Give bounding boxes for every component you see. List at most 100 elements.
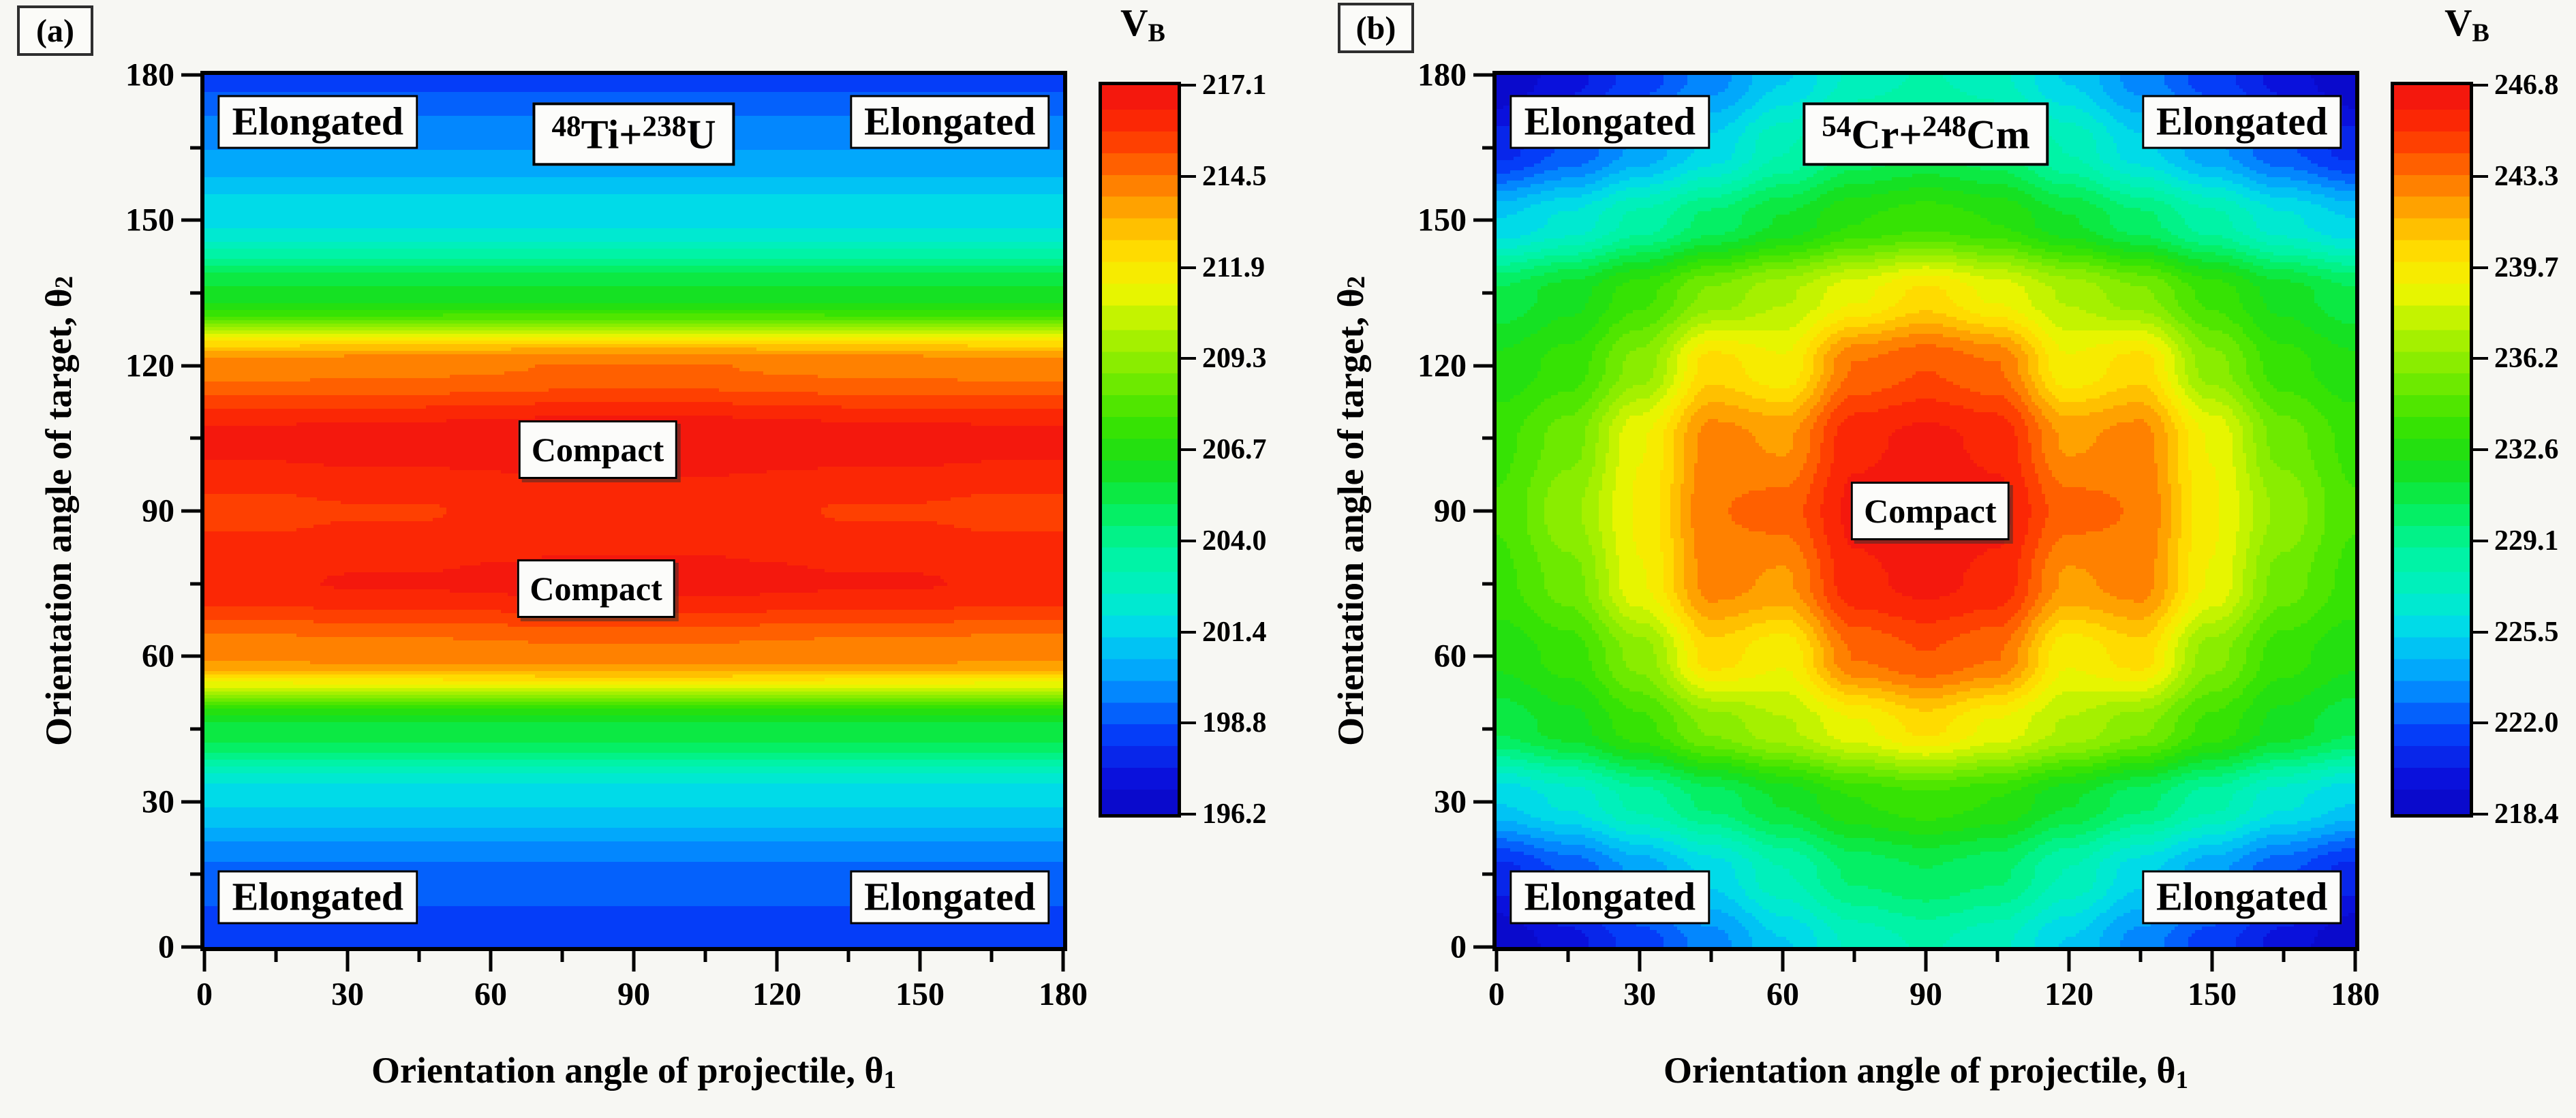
colorbar-tick-label: 225.5	[2494, 616, 2559, 648]
colorbar-ticks-a	[1181, 84, 1197, 816]
y-tick	[1473, 218, 1492, 222]
annotation-elongated: Elongated	[849, 95, 1050, 149]
colorbar-tick-label: 243.3	[2494, 160, 2559, 192]
y-tick-label: 150	[1417, 202, 1467, 238]
colorbar-gradient-b	[2394, 85, 2470, 814]
annotation-layer-b: Elongated Elongated Elongated Elongated Comp…	[1497, 75, 2355, 947]
x-tick	[990, 951, 994, 962]
y-tick	[1482, 872, 1492, 876]
colorbar-tick	[1181, 448, 1196, 451]
y-tick-label: 60	[142, 638, 174, 674]
y-tick-label: 30	[1434, 783, 1467, 820]
heatmap-a	[204, 75, 1063, 947]
y-tick	[1482, 291, 1492, 295]
y-tick	[190, 582, 200, 586]
colorbar-tick	[1181, 174, 1196, 178]
colorbar-ticks-b	[2473, 84, 2489, 816]
x-tick-label: 60	[1766, 976, 1799, 1012]
annotation-compact: Compact	[1851, 482, 2010, 540]
x-tick-label: 90	[1910, 976, 1942, 1012]
x-tick	[417, 951, 421, 962]
annotation-elongated: Elongated	[1509, 870, 1710, 925]
y-tick	[190, 291, 200, 295]
x-tick-labels-b: 0 30 60 90 120 150 180	[1488, 976, 2380, 1016]
colorbar-b	[2391, 82, 2473, 818]
x-axis-title-a: Orientation angle of projectile, θ1	[204, 1049, 1063, 1094]
colorbar-tick-label: 222.0	[2494, 707, 2559, 739]
annotation-elongated: Elongated	[217, 870, 418, 925]
colorbar-tick	[2473, 448, 2488, 451]
x-tick	[274, 951, 278, 962]
annotation-layer-a: Elongated Elongated Elongated Elongated Comp…	[204, 75, 1063, 947]
x-tick	[1852, 951, 1856, 962]
x-tick	[2067, 951, 2071, 972]
x-axis-title-b: Orientation angle of projectile, θ1	[1497, 1049, 2355, 1094]
y-tick-label: 60	[1434, 638, 1467, 674]
colorbar-tick	[1181, 84, 1196, 87]
annotation-compact: Compact	[517, 559, 675, 618]
x-axis-title-text-a: Orientation angle of projectile, θ	[371, 1050, 884, 1091]
y-tick	[181, 509, 200, 513]
colorbar-tick	[2473, 174, 2488, 178]
x-tick	[1061, 951, 1065, 972]
y-tick	[190, 436, 200, 440]
y-tick-label: 0	[158, 929, 174, 965]
colorbar-tick	[1181, 813, 1196, 816]
x-tick	[346, 951, 350, 972]
panel-label-a: (a)	[17, 5, 93, 56]
y-tick	[181, 73, 200, 77]
colorbar-title-b: VB	[2416, 1, 2518, 48]
plot-area-a: Elongated Elongated Elongated Elongated Comp…	[200, 71, 1067, 951]
y-tick	[190, 727, 200, 731]
y-tick-label: 150	[125, 202, 174, 238]
annotation-elongated: Elongated	[1509, 95, 1710, 149]
mass-number: 238	[642, 110, 687, 143]
colorbar-tick	[2473, 813, 2488, 816]
colorbar-tick-label: 218.4	[2494, 798, 2559, 830]
x-tick-label: 150	[2188, 976, 2237, 1012]
y-tick	[181, 654, 200, 658]
y-tick-label: 120	[125, 347, 174, 384]
colorbar-tick	[1181, 630, 1196, 634]
colorbar-a	[1099, 82, 1181, 818]
y-tick	[190, 146, 200, 150]
x-tick	[560, 951, 564, 962]
colorbar-tick	[1181, 721, 1196, 725]
annotation-compact: Compact	[518, 420, 677, 480]
colorbar-title-text-b: V	[2444, 2, 2472, 44]
colorbar-tick-label: 206.7	[1202, 434, 1267, 465]
y-axis-title-sub-a: 2	[50, 276, 78, 289]
y-tick-label: 90	[142, 493, 174, 529]
x-tick-label: 30	[331, 976, 364, 1012]
x-tick-label: 120	[752, 976, 801, 1012]
colorbar-tick	[1181, 357, 1196, 360]
y-tick	[1473, 509, 1492, 513]
x-tick	[846, 951, 850, 962]
x-tick-label: 60	[474, 976, 507, 1012]
colorbar-tick-label: 211.9	[1202, 251, 1266, 283]
y-tick-labels-b: 0 30 60 90 120 150 180	[1371, 57, 1473, 965]
x-tick	[2353, 951, 2357, 972]
y-axis-title-text-a: Orientation angle of target, θ	[38, 288, 79, 746]
mass-number: 48	[551, 110, 581, 143]
y-tick	[181, 945, 200, 949]
x-axis-title-text-b: Orientation angle of projectile, θ	[1663, 1050, 2176, 1091]
y-tick-labels-a: 0 30 60 90 120 150 180	[79, 57, 181, 965]
colorbar-tick-label: 246.8	[2494, 69, 2559, 101]
y-axis-title-sub-b: 2	[1342, 276, 1370, 289]
colorbar-tick	[2473, 630, 2488, 634]
colorbar-tick-label: 229.1	[2494, 525, 2559, 557]
colorbar-tick	[2473, 357, 2488, 360]
colorbar-tick	[2473, 721, 2488, 725]
y-tick-label: 180	[1417, 57, 1467, 93]
x-tick	[1638, 951, 1642, 972]
x-tick	[1781, 951, 1785, 972]
y-tick	[1482, 146, 1492, 150]
y-tick	[1473, 654, 1492, 658]
x-tick-label: 0	[1488, 976, 1505, 1012]
y-tick-label: 0	[1450, 929, 1467, 965]
colorbar-tick-label: 204.0	[1202, 525, 1267, 557]
y-axis-title-text-b: Orientation angle of target, θ	[1330, 288, 1371, 746]
plot-area-b: Elongated Elongated Elongated Elongated Comp…	[1492, 71, 2359, 951]
